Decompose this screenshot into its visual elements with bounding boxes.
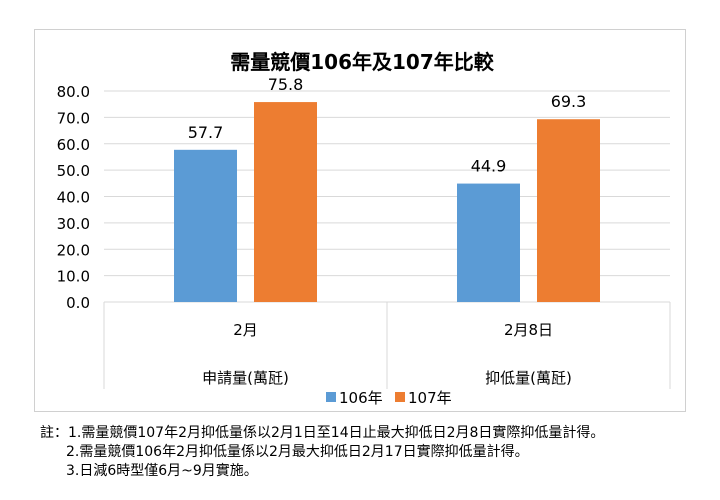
footnote-2: 2.需量競價106年2月抑低量係以2月最大抑低日2月17日實際抑低量計得。 (66, 444, 529, 460)
bar (254, 102, 317, 302)
y-tick-label: 10.0 (57, 268, 90, 286)
bar (457, 183, 520, 302)
y-tick-label: 20.0 (57, 241, 90, 259)
y-tick-label: 50.0 (57, 162, 90, 180)
y-tick-label: 30.0 (57, 215, 90, 233)
data-label: 75.8 (268, 75, 304, 94)
footnote-1: 註：1.需量競價107年2月抑低量係以2月1日至14日止最大抑低日2月8日實際抑… (40, 425, 605, 441)
chart-title: 需量競價106年及107年比較 (230, 50, 494, 74)
bar (537, 119, 600, 302)
x-tick-label: 2月8日 (504, 321, 553, 339)
group-label: 抑低量(萬瓩) (485, 369, 572, 387)
group-label: 申請量(萬瓩) (202, 369, 289, 387)
legend-swatch (326, 392, 336, 402)
x-tick-label: 2月 (233, 321, 258, 339)
y-tick-label: 80.0 (57, 83, 90, 101)
footnotes: 註：1.需量競價107年2月抑低量係以2月1日至14日止最大抑低日2月8日實際抑… (40, 424, 604, 481)
legend-label: 106年 (339, 389, 383, 407)
y-tick-label: 60.0 (57, 136, 90, 154)
y-tick-label: 70.0 (57, 109, 90, 127)
legend-swatch (395, 392, 405, 402)
legend-label: 107年 (408, 389, 452, 407)
footnote-prefix: 註： (40, 425, 68, 441)
footnote-3: 3.日減6時型僅6月~9月實施。 (66, 463, 258, 479)
data-label: 69.3 (551, 92, 587, 111)
y-tick-label: 0.0 (66, 294, 90, 312)
data-label: 57.7 (188, 123, 224, 142)
data-label: 44.9 (471, 157, 507, 176)
bar (174, 149, 237, 302)
y-tick-label: 40.0 (57, 189, 90, 207)
